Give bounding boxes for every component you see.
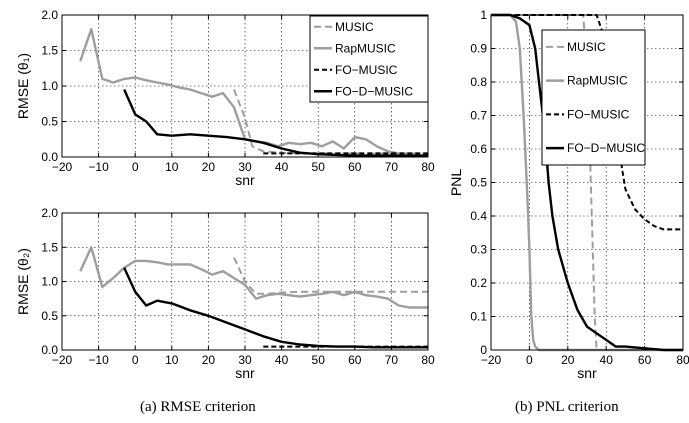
- y-tick-label: 1.0: [41, 79, 58, 93]
- x-tick-label: 30: [238, 160, 252, 174]
- x-tick-label: 40: [600, 353, 614, 367]
- legend-box: [309, 15, 429, 103]
- x-tick-label: 80: [676, 353, 689, 367]
- caption-rmse: (a) RMSE criterion: [140, 399, 256, 415]
- x-tick-label: 60: [638, 353, 652, 367]
- x-tick-label: 0: [132, 353, 139, 367]
- legend-label-music: MUSIC: [567, 40, 606, 54]
- y-tick-label: 0: [480, 343, 487, 357]
- series-line-rapmusic: [79, 28, 399, 155]
- legend-box: [541, 29, 646, 166]
- y-tick-label: 0.5: [41, 309, 58, 323]
- y-tick-label: 0.6: [470, 142, 487, 156]
- y-tick-label: 0.8: [470, 75, 487, 89]
- y-axis-label: PNL: [448, 169, 464, 196]
- x-tick-label: 20: [202, 353, 216, 367]
- legend-label-rapmusic: RapMUSIC: [335, 41, 396, 55]
- y-axis-label: RMSE (θ₂): [15, 248, 31, 315]
- y-tick-label: 1.5: [41, 240, 58, 254]
- legend-label-fo-d-music: FO−D−MUSIC: [335, 84, 413, 98]
- y-tick-label: 2.0: [41, 206, 58, 220]
- x-tick-label: 50: [312, 353, 326, 367]
- series-line-rapmusic: [79, 246, 428, 309]
- x-tick-label: 60: [348, 160, 362, 174]
- x-tick-label: 80: [421, 353, 435, 367]
- y-tick-label: 0.4: [470, 209, 487, 223]
- x-tick-label: 30: [238, 353, 252, 367]
- x-tick-label: 80: [421, 160, 435, 174]
- x-tick-label: 10: [165, 160, 179, 174]
- x-tick-label: 0: [526, 353, 533, 367]
- x-tick-label: −10: [88, 353, 109, 367]
- series-line-music: [491, 14, 683, 351]
- series-line-fo-d-music: [123, 267, 428, 349]
- legend-label-fo-music: FO−MUSIC: [567, 107, 630, 121]
- y-tick-label: 0.7: [470, 109, 487, 123]
- x-tick-label: 40: [275, 353, 289, 367]
- y-tick-label: 0.9: [470, 42, 487, 56]
- x-tick-label: 0: [132, 160, 139, 174]
- x-tick-label: −20: [481, 353, 502, 367]
- x-tick-label: 60: [348, 353, 362, 367]
- caption-pnl: (b) PNL criterion: [515, 399, 619, 415]
- rmse-theta2-plot: −20 −10 0 10 20 30 40 50 60 70 80 0.0 0.5 1.0 1.5 2.0 sn…: [15, 206, 435, 381]
- x-tick-label: −20: [52, 353, 73, 367]
- x-tick-label: 10: [165, 353, 179, 367]
- y-tick-label: 2.0: [41, 8, 58, 22]
- series-line-fo-d-music: [123, 89, 428, 157]
- y-tick-label: 0.3: [470, 243, 487, 257]
- rmse-theta1-plot: −20 −10 0 10 20 30 40 50 60 70 80 0.0 0.5 1.0 1.5 2.0 sn…: [15, 8, 435, 188]
- legend-label-rapmusic: RapMUSIC: [567, 74, 628, 88]
- x-tick-label: 70: [385, 160, 399, 174]
- y-tick-label: 0.0: [41, 150, 58, 164]
- x-tick-label: 40: [275, 160, 289, 174]
- x-tick-label: 70: [385, 353, 399, 367]
- series-line-rapmusic: [491, 13, 683, 352]
- x-axis-label: snr: [577, 365, 597, 381]
- y-tick-label: 0.1: [470, 310, 487, 324]
- legend-label-fo-music: FO−MUSIC: [335, 63, 398, 77]
- series-line-fo-d-music: [491, 13, 683, 352]
- x-tick-label: −10: [88, 160, 109, 174]
- y-tick-label: 0.0: [41, 343, 58, 357]
- x-tick-label: 50: [312, 160, 326, 174]
- y-axis-label: RMSE (θ₁): [15, 53, 31, 119]
- x-tick-label: −20: [52, 160, 73, 174]
- legend-label-music: MUSIC: [335, 20, 374, 34]
- x-tick-label: 20: [561, 353, 575, 367]
- y-tick-label: 1: [480, 8, 487, 22]
- x-axis-label: snr: [235, 365, 255, 381]
- y-tick-label: 0.2: [470, 276, 487, 290]
- y-tick-label: 0.5: [470, 176, 487, 190]
- y-tick-label: 1.0: [41, 275, 58, 289]
- pnl-plot: −20 0 20 40 60 8000.10.20.30.40.50.60.70.80.9…: [448, 8, 689, 381]
- legend-label-fo-d-music: FO−D−MUSIC: [567, 141, 645, 155]
- series-line-music: [233, 257, 428, 295]
- x-axis-label: snr: [235, 172, 255, 188]
- y-tick-label: 1.5: [41, 44, 58, 58]
- x-tick-label: 20: [202, 160, 216, 174]
- y-tick-label: 0.5: [41, 115, 58, 129]
